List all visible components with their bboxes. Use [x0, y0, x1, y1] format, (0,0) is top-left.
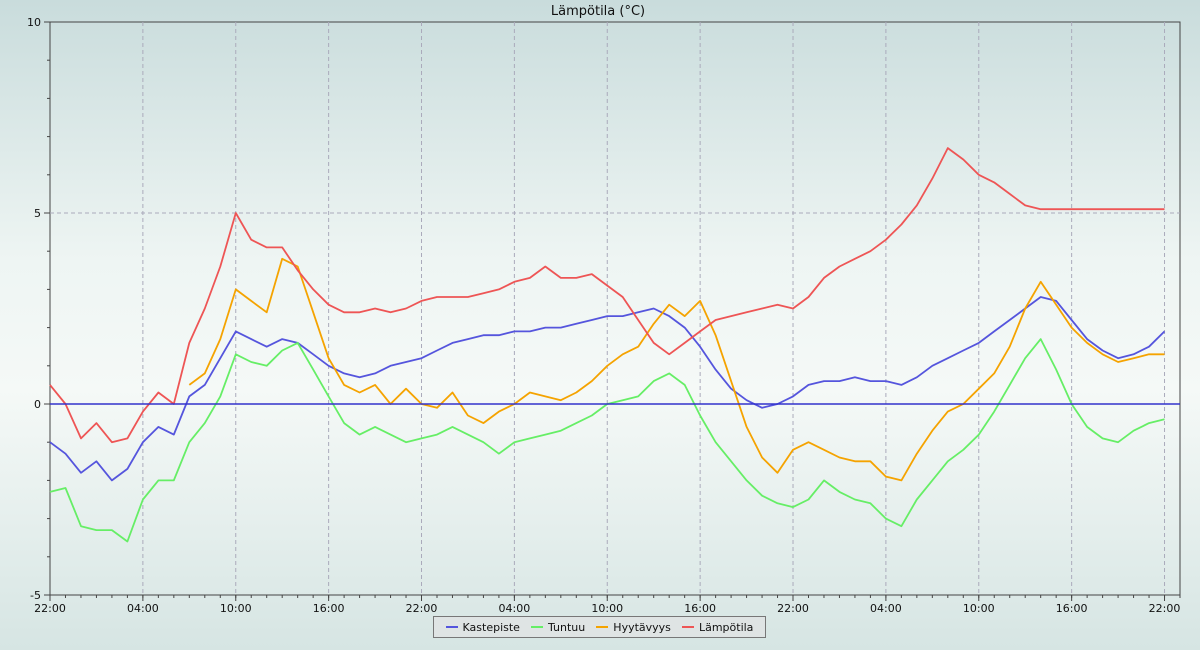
- legend: Kastepiste Tuntuu Hyytävyys Lämpötila: [433, 616, 766, 638]
- legend-item-kastepiste: Kastepiste: [445, 620, 520, 634]
- x-tick-label: 16:00: [684, 602, 716, 615]
- plot-area: [49, 21, 1181, 596]
- legend-swatch-tuntuu: [531, 626, 543, 628]
- y-tick-label: 5: [34, 207, 41, 220]
- legend-item-tuntuu: Tuntuu: [531, 621, 585, 634]
- legend-swatch-kastepiste: [445, 626, 458, 628]
- legend-label-lampotila: Lämpötila: [698, 620, 754, 634]
- x-axis: 22:00 04:00 10:00 16:00 22:00 04:00 10:00 16:00…: [34, 595, 1181, 615]
- x-tick-label: 04:00: [870, 602, 902, 615]
- series-line-kastepiste: [49, 296, 1166, 482]
- x-tick-label: 04:00: [127, 602, 159, 615]
- x-tick-label: 04:00: [499, 602, 531, 615]
- series-line-hyyt-vyys: [188, 257, 1165, 482]
- x-tick-label: 10:00: [220, 602, 252, 615]
- chart-title: Lämpötila (°C): [551, 4, 645, 19]
- x-tick-label: 10:00: [963, 602, 995, 615]
- legend-item-lampotila: Lämpötila: [681, 620, 754, 634]
- x-tick-label: 16:00: [313, 602, 345, 615]
- y-tick-label: 0: [34, 398, 41, 411]
- grid-lines: [50, 22, 1180, 595]
- legend-label-tuntuu: Tuntuu: [548, 620, 586, 634]
- x-tick-label: 22:00: [777, 602, 809, 615]
- y-axis: -5 0 5 10: [27, 16, 50, 602]
- x-tick-label: 16:00: [1056, 602, 1088, 615]
- y-tick-label: -5: [30, 589, 41, 602]
- legend-swatch-hyytavyys: [596, 626, 609, 628]
- x-tick-label: 22:00: [406, 602, 438, 615]
- legend-label-kastepiste: Kastepiste: [462, 620, 520, 634]
- legend-label-hyytavyys: Hyytävyys: [613, 620, 671, 634]
- x-tick-label: 10:00: [591, 602, 623, 615]
- y-tick-label: 10: [27, 16, 41, 29]
- x-tick-label: 22:00: [34, 602, 66, 615]
- x-tick-label: 22:00: [1149, 602, 1181, 615]
- legend-swatch-lampotila: [681, 626, 694, 628]
- legend-item-hyytavyys: Hyytävyys: [596, 621, 671, 634]
- series-line-l-mp-tila: [49, 147, 1165, 444]
